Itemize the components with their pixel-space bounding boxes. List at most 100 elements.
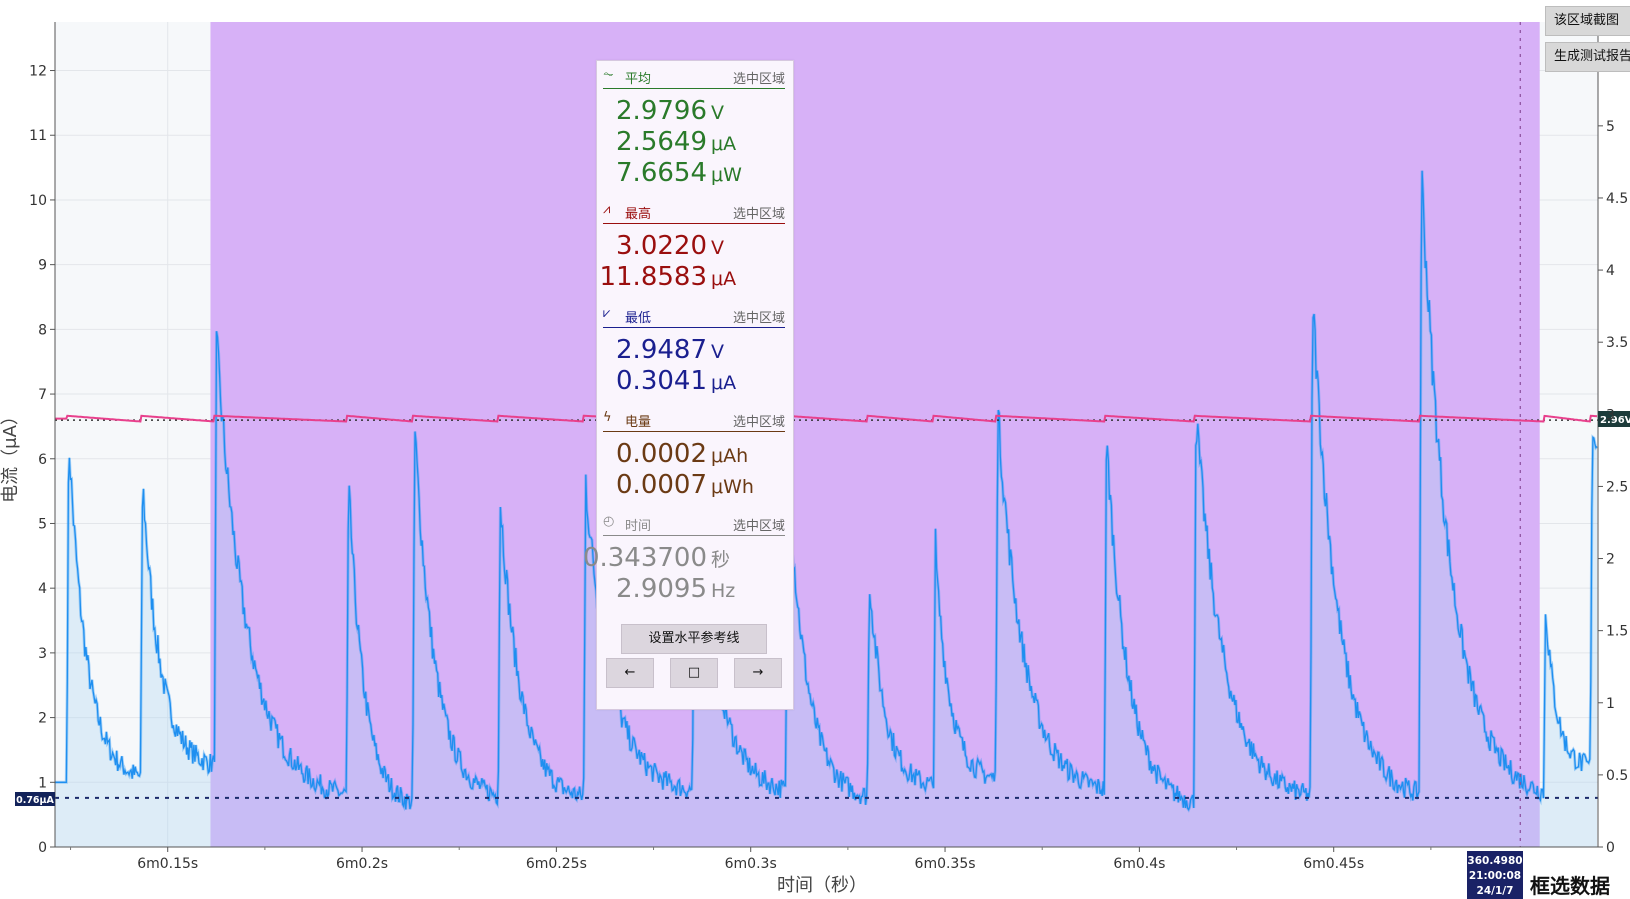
time-duration: 0.343700 秒: [583, 543, 793, 573]
generate-report-button[interactable]: 生成测试报告: [1545, 42, 1630, 72]
cursor-date-label: 24/1/7: [1477, 885, 1514, 897]
cursor-clock-label: 21:00:08: [1469, 870, 1521, 882]
time-section-header: ◴ 时间 选中区域: [603, 512, 785, 534]
energy-scope: 选中区域: [732, 415, 785, 430]
energy-charge: 0.0002 μAh: [597, 439, 793, 469]
avg-current: 2.5649 μA: [597, 127, 793, 157]
x-tick-label: 6m0.45s: [1303, 856, 1364, 872]
x-tick-label: 6m0.15s: [137, 856, 198, 872]
ref-current-tag: 0.76μA: [15, 792, 55, 806]
avg-voltage-unit: V: [711, 102, 724, 124]
avg-icon: ⏦: [603, 67, 614, 82]
time-scope: 选中区域: [732, 519, 785, 534]
y2-tick-label: 2: [1606, 552, 1615, 568]
stop-button[interactable]: □: [670, 658, 718, 688]
min-current-value: 0.3041: [616, 366, 707, 396]
min-title: 最低: [625, 311, 652, 326]
time-duration-unit: 秒: [711, 549, 731, 571]
lightning-icon: ϟ: [603, 410, 612, 425]
time-frequency: 2.9095 Hz: [597, 574, 793, 604]
next-button[interactable]: →: [734, 658, 782, 688]
max-voltage: 3.0220 V: [597, 231, 793, 261]
y2-tick-label: 5: [1606, 119, 1615, 135]
min-section-header: ⩗ 最低 选中区域: [603, 304, 785, 326]
prev-button[interactable]: ←: [606, 658, 654, 688]
min-divider: [603, 327, 785, 328]
x-tick-label: 6m0.35s: [915, 856, 976, 872]
max-current-unit: μA: [711, 268, 737, 290]
axes: [50, 22, 1603, 852]
max-current-value: 11.8583: [599, 262, 707, 292]
x-tick-label: 6m0.3s: [725, 856, 777, 872]
avg-section-header: ⏦ 平均 选中区域: [603, 65, 785, 87]
max-voltage-unit: V: [711, 237, 724, 259]
min-voltage-value: 2.9487: [616, 335, 707, 365]
avg-current-unit: μA: [711, 133, 737, 155]
min-current: 0.3041 μA: [597, 366, 793, 396]
y-tick-label: 2: [38, 711, 47, 727]
y-tick-label: 1: [38, 775, 47, 791]
max-voltage-value: 3.0220: [616, 231, 707, 261]
y-tick-label: 3: [38, 646, 47, 662]
y-tick-label: 6: [38, 452, 47, 468]
energy-section-header: ϟ 电量 选中区域: [603, 408, 785, 430]
max-divider: [603, 223, 785, 224]
min-current-unit: μA: [711, 372, 737, 394]
y2-tick-label: 4: [1606, 263, 1615, 279]
y2-tick-label: 3: [1606, 407, 1615, 423]
avg-power-unit: μW: [711, 164, 742, 186]
y2-tick-label: 2.5: [1606, 479, 1628, 495]
y-tick-label: 12: [29, 64, 47, 80]
valley-icon: ⩗: [603, 306, 611, 321]
y-tick-label: 8: [38, 322, 47, 338]
time-frequency-unit: Hz: [711, 580, 736, 602]
y-tick-label: 11: [29, 128, 47, 144]
avg-title: 平均: [625, 72, 652, 87]
avg-divider: [603, 88, 785, 89]
x-tick-label: 6m0.4s: [1113, 856, 1165, 872]
max-section-header: ⩘ 最高 选中区域: [603, 200, 785, 222]
y2-tick-label: 1.5: [1606, 624, 1628, 640]
avg-current-value: 2.5649: [616, 127, 707, 157]
y2-tick-label: 1: [1606, 696, 1615, 712]
screenshot-region-button[interactable]: 该区域截图: [1545, 6, 1630, 36]
x-axis-label: 时间（秒）: [777, 875, 867, 896]
y-tick-label: 9: [38, 258, 47, 274]
max-title: 最高: [625, 207, 652, 222]
min-voltage-unit: V: [711, 341, 724, 363]
energy-divider: [603, 431, 785, 432]
max-scope: 选中区域: [732, 207, 785, 222]
energy-power: 0.0007 μWh: [597, 470, 793, 500]
time-frequency-value: 2.9095: [616, 574, 707, 604]
energy-title: 电量: [625, 415, 652, 430]
cursor-time-label: 360.4980: [1467, 855, 1522, 867]
y2-tick-label: 0: [1606, 840, 1615, 856]
stats-panel: ⏦ 平均 选中区域 2.9796 V 2.5649 μA 7.6654 μW ⩘…: [583, 60, 794, 710]
time-divider: [603, 535, 785, 536]
box-select-label[interactable]: 框选数据: [1530, 874, 1610, 898]
peak-icon: ⩘: [603, 202, 611, 217]
max-current: 11.8583 μA: [597, 262, 793, 292]
ref-voltage-label: 2.96V: [1600, 415, 1630, 426]
ref-voltage-tag: 2.96V: [1598, 411, 1630, 427]
x-tick-label: 6m0.25s: [526, 856, 587, 872]
current-area: [55, 170, 1597, 847]
time-title: 时间: [625, 519, 652, 534]
energy-power-unit: μWh: [711, 476, 754, 498]
energy-power-value: 0.0007: [616, 470, 707, 500]
y-tick-label: 0: [38, 840, 47, 856]
selection-region[interactable]: [210, 22, 1540, 847]
avg-power-value: 7.6654: [616, 158, 707, 188]
min-scope: 选中区域: [732, 311, 785, 326]
y2-tick-label: 0.5: [1606, 768, 1628, 784]
min-voltage: 2.9487 V: [597, 335, 793, 365]
clock-icon: ◴: [603, 514, 615, 529]
y-tick-label: 10: [29, 193, 47, 209]
x-tick-label: 6m0.2s: [336, 856, 388, 872]
energy-charge-value: 0.0002: [616, 439, 707, 469]
y2-tick-label: 4.5: [1606, 191, 1628, 207]
y-axis-label: 电流（μA）: [0, 407, 21, 503]
voltage-line: [55, 414, 1598, 423]
set-reference-line-button[interactable]: 设置水平参考线: [621, 624, 767, 654]
